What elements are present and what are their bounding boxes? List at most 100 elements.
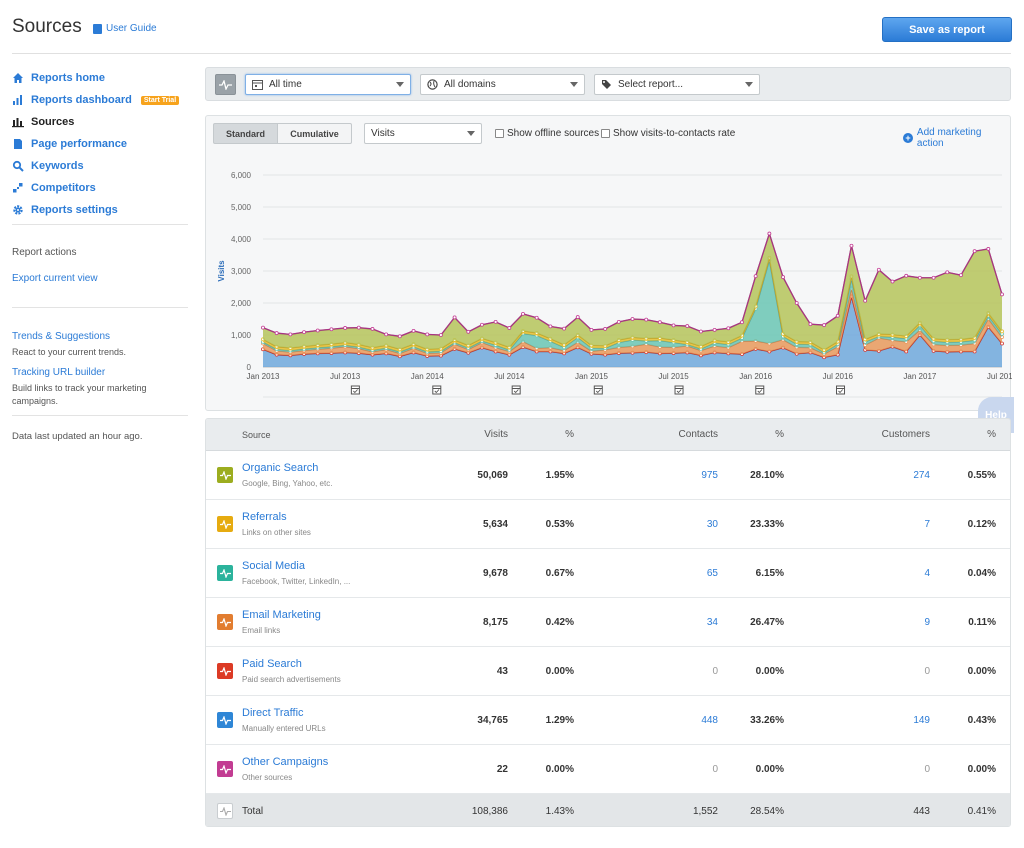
add-marketing-action-link[interactable]: + Add marketing action: [903, 127, 1010, 149]
data-point[interactable]: [904, 273, 909, 278]
start-trial-badge[interactable]: Start Trial: [140, 95, 180, 105]
data-point[interactable]: [315, 328, 320, 333]
export-current-view-link[interactable]: Export current view: [12, 273, 98, 284]
time-range-select[interactable]: All time: [245, 74, 411, 95]
data-point[interactable]: [945, 270, 950, 275]
trends-suggestions-link[interactable]: Trends & Suggestions: [12, 331, 111, 342]
sidebar-item-reports-dashboard[interactable]: Reports dashboard Start Trial: [12, 89, 188, 111]
sidebar-item-competitors[interactable]: Competitors: [12, 177, 188, 199]
data-point[interactable]: [931, 275, 936, 280]
contacts-value[interactable]: 34: [706, 616, 718, 628]
data-point[interactable]: [616, 319, 621, 324]
data-point[interactable]: [630, 317, 635, 321]
col-header-visits-pct[interactable]: %: [565, 429, 574, 440]
data-point[interactable]: [794, 301, 799, 305]
data-point[interactable]: [671, 323, 676, 328]
data-point[interactable]: [343, 326, 348, 330]
checkbox-box[interactable]: [495, 129, 504, 138]
data-point[interactable]: [480, 322, 484, 327]
sidebar-item-page-performance[interactable]: Page performance: [12, 133, 188, 155]
data-point[interactable]: [849, 243, 854, 248]
source-name-link[interactable]: Paid Search: [242, 658, 302, 670]
source-name-link[interactable]: Referrals: [242, 511, 287, 523]
data-point[interactable]: [726, 326, 731, 331]
customers-value[interactable]: 9: [924, 616, 930, 628]
data-point[interactable]: [740, 320, 744, 325]
cumulative-view-button[interactable]: Cumulative: [278, 123, 352, 144]
sidebar-item-keywords[interactable]: Keywords: [12, 155, 188, 177]
col-header-customers[interactable]: Customers: [881, 429, 930, 440]
marketing-action-marker-icon[interactable]: [836, 385, 846, 395]
data-point[interactable]: [548, 324, 553, 329]
data-point[interactable]: [863, 298, 868, 303]
data-point[interactable]: [1000, 292, 1004, 297]
data-point[interactable]: [575, 315, 580, 319]
data-point[interactable]: [439, 333, 443, 337]
data-point[interactable]: [261, 325, 265, 330]
source-name-link[interactable]: Organic Search: [242, 462, 319, 474]
sidebar-item-reports-home[interactable]: Reports home: [12, 67, 188, 89]
data-point[interactable]: [425, 332, 430, 337]
save-as-report-button[interactable]: Save as report: [882, 17, 1012, 42]
data-point[interactable]: [767, 231, 772, 236]
customers-value[interactable]: 7: [924, 518, 930, 530]
data-point[interactable]: [397, 334, 402, 339]
offline-sources-checkbox[interactable]: Show offline sources: [495, 128, 599, 139]
standard-view-button[interactable]: Standard: [213, 123, 278, 144]
data-point[interactable]: [603, 327, 608, 331]
data-point[interactable]: [589, 327, 594, 332]
customers-value[interactable]: 149: [913, 714, 930, 726]
data-point[interactable]: [521, 311, 525, 316]
tracking-url-builder-link[interactable]: Tracking URL builder: [12, 367, 106, 378]
source-name-link[interactable]: Direct Traffic: [242, 707, 304, 719]
col-header-source[interactable]: Source: [242, 429, 271, 440]
data-point[interactable]: [753, 274, 758, 279]
contacts-value[interactable]: 30: [706, 518, 718, 530]
marketing-action-marker-icon[interactable]: [511, 385, 521, 395]
col-header-contacts[interactable]: Contacts: [678, 429, 718, 440]
data-point[interactable]: [712, 327, 717, 332]
data-point[interactable]: [657, 320, 662, 325]
data-point[interactable]: [781, 275, 785, 279]
data-point[interactable]: [493, 319, 498, 324]
marketing-action-marker-icon[interactable]: [593, 385, 603, 395]
data-point[interactable]: [917, 275, 922, 280]
data-point[interactable]: [274, 331, 279, 335]
data-point[interactable]: [329, 327, 334, 332]
domains-select[interactable]: All domains: [420, 74, 585, 95]
data-point[interactable]: [644, 317, 649, 322]
data-point[interactable]: [466, 329, 471, 334]
customers-value[interactable]: 4: [924, 567, 930, 579]
col-header-contacts-pct[interactable]: %: [775, 429, 784, 440]
data-point[interactable]: [384, 332, 389, 337]
contacts-value[interactable]: 65: [706, 567, 718, 579]
col-header-customers-pct[interactable]: %: [987, 429, 996, 440]
data-point[interactable]: [562, 326, 566, 331]
data-point[interactable]: [808, 322, 813, 327]
data-point[interactable]: [288, 332, 293, 337]
data-point[interactable]: [876, 267, 881, 272]
marketing-action-marker-icon[interactable]: [350, 385, 360, 395]
contacts-value[interactable]: 975: [701, 469, 718, 481]
marketing-action-marker-icon[interactable]: [755, 385, 765, 395]
data-point[interactable]: [822, 323, 826, 327]
visits-to-contacts-checkbox[interactable]: Show visits-to-contacts rate: [601, 128, 735, 139]
source-name-link[interactable]: Email Marketing: [242, 609, 321, 621]
contacts-value[interactable]: 448: [701, 714, 718, 726]
sidebar-item-sources[interactable]: Sources: [12, 111, 188, 133]
data-point[interactable]: [972, 249, 977, 254]
activity-toggle-button[interactable]: [215, 74, 236, 95]
user-guide-link[interactable]: User Guide: [93, 23, 157, 34]
data-point[interactable]: [986, 247, 991, 251]
report-select[interactable]: Select report...: [594, 74, 760, 95]
marketing-action-marker-icon[interactable]: [432, 385, 442, 395]
data-point[interactable]: [699, 329, 703, 334]
data-point[interactable]: [835, 313, 840, 318]
data-point[interactable]: [534, 315, 539, 320]
metric-select[interactable]: Visits: [364, 123, 482, 144]
data-point[interactable]: [890, 279, 895, 284]
checkbox-box[interactable]: [601, 129, 610, 138]
source-name-link[interactable]: Other Campaigns: [242, 756, 329, 768]
col-header-visits[interactable]: Visits: [484, 429, 508, 440]
marketing-action-marker-icon[interactable]: [674, 385, 684, 395]
